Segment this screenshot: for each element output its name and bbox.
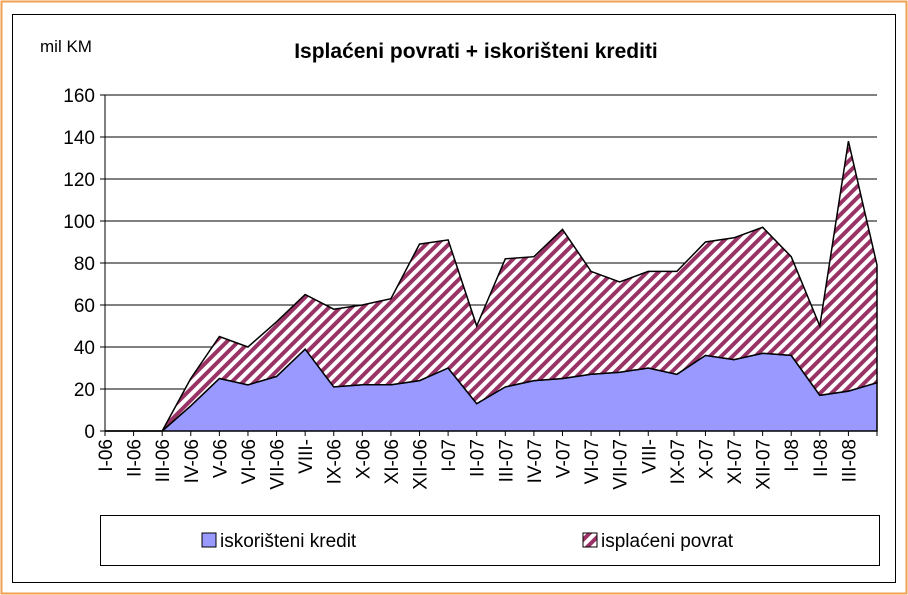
x-tick-label: XI-06 bbox=[382, 439, 403, 484]
x-tick-label: III-06 bbox=[153, 439, 174, 482]
y-tick-label: 40 bbox=[74, 338, 95, 359]
x-tick-label: XII-07 bbox=[754, 439, 775, 490]
y-tick-label: 60 bbox=[74, 296, 95, 317]
x-tick-label: VI-06 bbox=[239, 439, 260, 484]
x-tick-label: I-08 bbox=[782, 439, 803, 472]
chart-title: Isplaćeni povrati + iskorišteni krediti bbox=[294, 40, 658, 63]
x-tick-label: II-08 bbox=[811, 439, 832, 477]
x-tick-label: IX-07 bbox=[668, 439, 689, 484]
x-tick-label: VI-07 bbox=[582, 439, 603, 484]
x-tick-label: X-07 bbox=[696, 439, 717, 479]
x-tick-label: V-06 bbox=[210, 439, 231, 478]
x-tick-label: XI-07 bbox=[725, 439, 746, 484]
x-tick-label: IX-06 bbox=[325, 439, 346, 484]
x-tick-label: VII-06 bbox=[268, 439, 289, 490]
legend bbox=[100, 515, 880, 566]
x-tick-label: III-07 bbox=[496, 439, 517, 482]
legend-label: iskorišteni kredit bbox=[220, 531, 357, 552]
x-tick-label: X-06 bbox=[353, 439, 374, 479]
x-tick-label: I-06 bbox=[96, 439, 117, 472]
y-tick-label: 20 bbox=[74, 380, 95, 401]
y-tick-label: 100 bbox=[63, 212, 95, 233]
y-tick-label: 160 bbox=[63, 86, 95, 107]
x-tick-label: VIII- bbox=[639, 439, 660, 474]
x-tick-label: VII-07 bbox=[611, 439, 632, 490]
y-axis-label: mil KM bbox=[40, 37, 92, 56]
x-tick-label: IV-06 bbox=[182, 439, 203, 483]
x-tick-label: VIII- bbox=[296, 439, 317, 474]
x-tick-label: XII-06 bbox=[411, 439, 432, 490]
x-tick-label: II-06 bbox=[125, 439, 146, 477]
x-tick-label: I-07 bbox=[439, 439, 460, 472]
legend-label: isplaćeni povrat bbox=[601, 531, 734, 552]
legend-swatch bbox=[201, 532, 217, 548]
x-tick-label: V-07 bbox=[553, 439, 574, 478]
y-tick-label: 120 bbox=[63, 170, 95, 191]
x-tick-label: II-07 bbox=[468, 439, 489, 477]
x-tick-label: IV-07 bbox=[525, 439, 546, 483]
y-tick-label: 140 bbox=[63, 128, 95, 149]
legend-swatch bbox=[582, 532, 598, 548]
area bbox=[105, 141, 878, 432]
y-tick-label: 80 bbox=[74, 254, 95, 275]
y-tick-label: 0 bbox=[84, 422, 95, 443]
x-tick-label: III-08 bbox=[839, 439, 860, 482]
